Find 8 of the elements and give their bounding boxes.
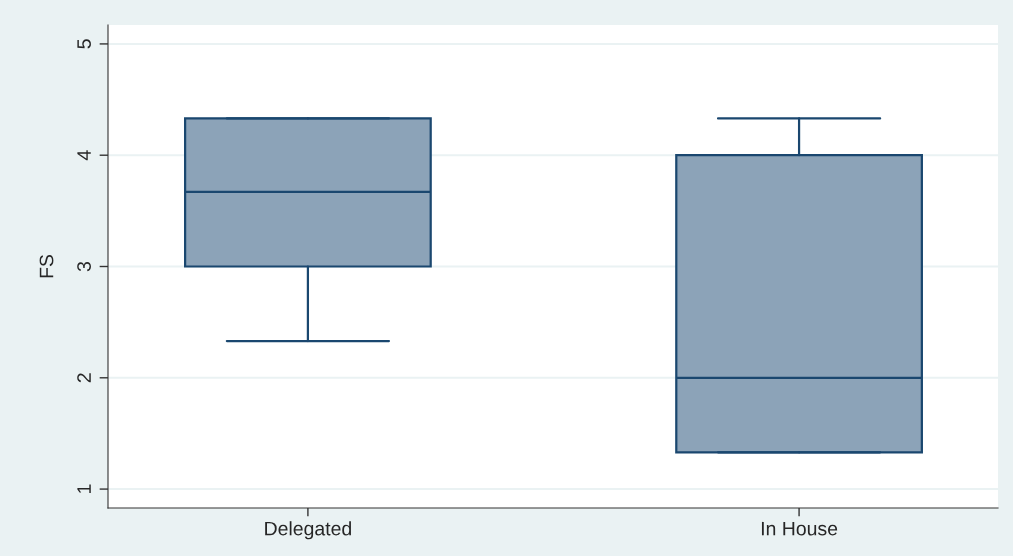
x-tick-label: In House bbox=[761, 521, 838, 536]
y-tick-label: 3 bbox=[77, 261, 91, 272]
y-tick-label: 2 bbox=[77, 373, 91, 383]
y-tick-label: 4 bbox=[77, 150, 91, 161]
y-tick-label: 1 bbox=[77, 484, 91, 493]
y-tick-label: 5 bbox=[77, 39, 91, 49]
x-tick-label: Delegated bbox=[265, 521, 351, 540]
y-axis-title: FS bbox=[39, 254, 54, 278]
